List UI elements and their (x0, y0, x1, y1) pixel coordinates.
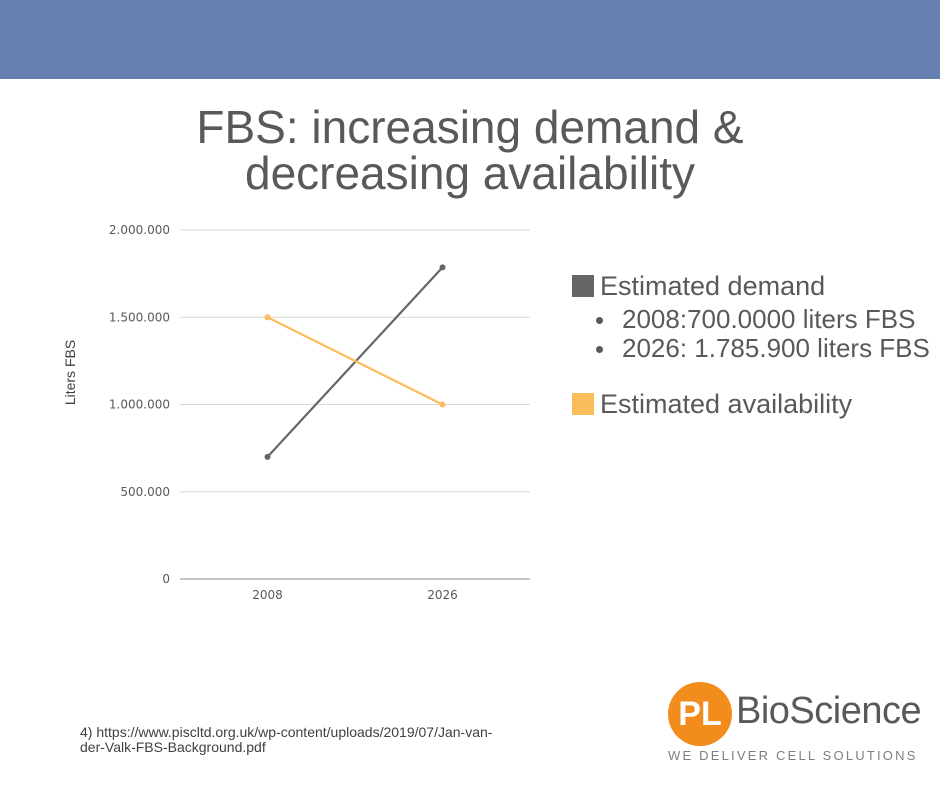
bullet-icon (596, 317, 603, 324)
demand-detail-item: 2008:700.0000 liters FBS (596, 304, 932, 334)
logo-name: BioScience (736, 690, 922, 732)
slide-title: FBS: increasing demand & decreasing avai… (0, 104, 940, 196)
company-logo: PL BioScience WE DELIVER CELL SOLUTIONS (666, 682, 922, 772)
legend-availability-label: Estimated availability (600, 389, 853, 419)
footnote-line-2: der-Valk-FBS-Background.pdf (80, 739, 266, 755)
demand-detail-2008: 2008:700.0000 liters FBS (622, 304, 916, 334)
legend-entry-availability: Estimated availability (572, 388, 932, 420)
y-tick-label: 0 (162, 572, 170, 586)
series-line (266, 266, 444, 458)
header-bar (0, 0, 940, 79)
legend-demand-label: Estimated demand (600, 271, 826, 301)
slide-title-line-1: FBS: increasing demand & (196, 101, 744, 153)
y-tick-label: 1.500.000 (109, 310, 170, 324)
data-point (439, 264, 446, 271)
slide-title-line-2: decreasing availability (244, 147, 696, 199)
legend-entry-demand: Estimated demand (572, 270, 932, 302)
data-point (264, 314, 271, 321)
series-line (267, 316, 443, 406)
demand-swatch (572, 275, 594, 297)
x-tick-label: 2008 (252, 588, 283, 602)
bullet-icon (596, 346, 603, 353)
logo-tagline: WE DELIVER CELL SOLUTIONS (668, 748, 918, 763)
chart-svg: 0 500.000 1.000.000 1.500.000 2.000.000 2008 2… (62, 223, 530, 602)
y-tick-label: 500.000 (120, 485, 170, 499)
y-axis-title: Liters FBS (62, 340, 78, 405)
y-tick-label: 2.000.000 (109, 223, 170, 237)
data-point (439, 401, 446, 408)
chart-legend: Estimated demand 2008:700.0000 liters FB… (572, 270, 932, 420)
demand-detail-item: 2026: 1.785.900 liters FBS (596, 333, 932, 363)
footnote-line-1: 4) https://www.piscltd.org.uk/wp-content… (80, 724, 493, 740)
logo-mark: PL (668, 682, 732, 746)
data-point (264, 453, 271, 460)
line-chart: 0 500.000 1.000.000 1.500.000 2.000.000 2008 2… (0, 200, 560, 630)
source-footnote: 4) https://www.piscltd.org.uk/wp-content… (80, 725, 550, 755)
demand-details-list: 2008:700.0000 liters FBS 2026: 1.785.900… (572, 306, 932, 362)
y-tick-label: 1.000.000 (109, 398, 170, 412)
demand-detail-2026: 2026: 1.785.900 liters FBS (622, 333, 930, 363)
availability-swatch (572, 393, 594, 415)
x-tick-label: 2026 (427, 588, 458, 602)
